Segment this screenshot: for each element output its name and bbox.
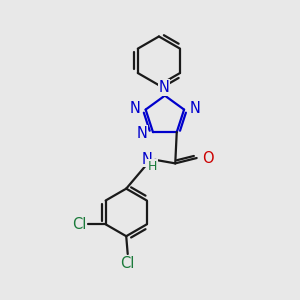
Text: N: N	[129, 100, 140, 116]
Text: Cl: Cl	[72, 217, 86, 232]
Text: Cl: Cl	[121, 256, 135, 271]
Text: H: H	[148, 160, 158, 173]
Text: N: N	[137, 126, 148, 141]
Text: N: N	[189, 100, 200, 116]
Text: O: O	[202, 151, 214, 166]
Text: N: N	[142, 152, 153, 167]
Text: N: N	[159, 80, 170, 95]
